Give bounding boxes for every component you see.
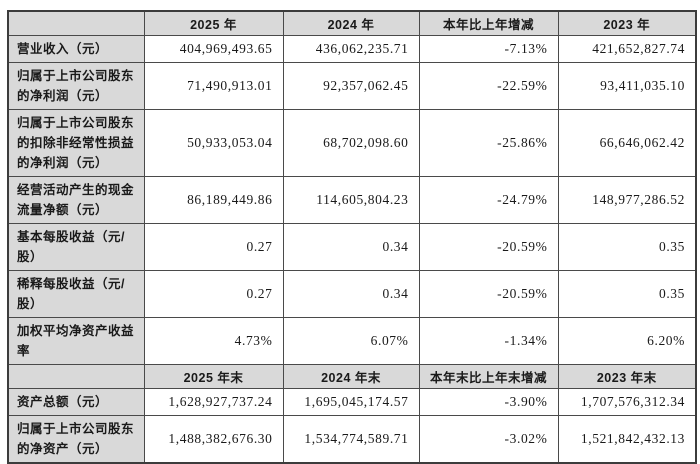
cell-2023: 421,652,827.74 bbox=[557, 35, 697, 63]
cell-2024: 68,702,098.60 bbox=[282, 109, 420, 177]
table-row-basic-eps: 基本每股收益（元/股） 0.27 0.34 -20.59% 0.35 bbox=[7, 223, 697, 271]
row-label: 基本每股收益（元/股） bbox=[7, 223, 145, 271]
annual-header-change: 本年比上年增减 bbox=[418, 10, 559, 36]
financial-summary-table: 2025 年 2024 年 本年比上年增减 2023 年 营业收入（元） 404… bbox=[7, 10, 697, 464]
cell-change: -20.59% bbox=[418, 270, 559, 318]
cell-2023: 0.35 bbox=[557, 223, 697, 271]
cell-change: -3.90% bbox=[418, 388, 559, 416]
row-label: 营业收入（元） bbox=[7, 35, 145, 63]
table-row-weighted-avg-roe: 加权平均净资产收益率 4.73% 6.07% -1.34% 6.20% bbox=[7, 317, 697, 365]
period-end-header-2023: 2023 年末 bbox=[557, 364, 697, 389]
cell-2023: 148,977,286.52 bbox=[557, 176, 697, 224]
cell-2024: 0.34 bbox=[282, 223, 420, 271]
table-row-diluted-eps: 稀释每股收益（元/股） 0.27 0.34 -20.59% 0.35 bbox=[7, 270, 697, 318]
cell-2023: 0.35 bbox=[557, 270, 697, 318]
cell-2025: 4.73% bbox=[143, 317, 284, 365]
cell-2024: 92,357,062.45 bbox=[282, 62, 420, 110]
table-row-net-profit-deducted: 归属于上市公司股东的扣除非经常性损益的净利润（元） 50,933,053.04 … bbox=[7, 109, 697, 177]
cell-2025: 404,969,493.65 bbox=[143, 35, 284, 63]
cell-2024: 0.34 bbox=[282, 270, 420, 318]
cell-2025: 71,490,913.01 bbox=[143, 62, 284, 110]
row-label: 经营活动产生的现金流量净额（元） bbox=[7, 176, 145, 224]
cell-change: -24.79% bbox=[418, 176, 559, 224]
cell-change: -3.02% bbox=[418, 415, 559, 464]
annual-header-2024: 2024 年 bbox=[282, 10, 420, 36]
cell-2023: 93,411,035.10 bbox=[557, 62, 697, 110]
annual-header-blank bbox=[7, 10, 145, 36]
cell-change: -1.34% bbox=[418, 317, 559, 365]
cell-2024: 436,062,235.71 bbox=[282, 35, 420, 63]
row-label: 资产总额（元） bbox=[7, 388, 145, 416]
cell-2025: 1,628,927,737.24 bbox=[143, 388, 284, 416]
cell-2023: 66,646,062.42 bbox=[557, 109, 697, 177]
cell-2023: 1,707,576,312.34 bbox=[557, 388, 697, 416]
row-label: 归属于上市公司股东的净资产（元） bbox=[7, 415, 145, 464]
annual-header-2025: 2025 年 bbox=[143, 10, 284, 36]
period-end-header-row: 2025 年末 2024 年末 本年末比上年末增减 2023 年末 bbox=[7, 364, 697, 389]
row-label: 归属于上市公司股东的净利润（元） bbox=[7, 62, 145, 110]
cell-2024: 1,695,045,174.57 bbox=[282, 388, 420, 416]
period-end-header-change: 本年末比上年末增减 bbox=[418, 364, 559, 389]
row-label: 加权平均净资产收益率 bbox=[7, 317, 145, 365]
cell-2025: 0.27 bbox=[143, 270, 284, 318]
cell-2025: 86,189,449.86 bbox=[143, 176, 284, 224]
cell-2023: 1,521,842,432.13 bbox=[557, 415, 697, 464]
cell-2025: 1,488,382,676.30 bbox=[143, 415, 284, 464]
table-row-net-profit: 归属于上市公司股东的净利润（元） 71,490,913.01 92,357,06… bbox=[7, 62, 697, 110]
annual-header-row: 2025 年 2024 年 本年比上年增减 2023 年 bbox=[7, 10, 697, 36]
period-end-header-2024: 2024 年末 bbox=[282, 364, 420, 389]
cell-2024: 114,605,804.23 bbox=[282, 176, 420, 224]
cell-2023: 6.20% bbox=[557, 317, 697, 365]
cell-change: -25.86% bbox=[418, 109, 559, 177]
cell-change: -20.59% bbox=[418, 223, 559, 271]
cell-2024: 1,534,774,589.71 bbox=[282, 415, 420, 464]
cell-2025: 50,933,053.04 bbox=[143, 109, 284, 177]
row-label: 稀释每股收益（元/股） bbox=[7, 270, 145, 318]
cell-2024: 6.07% bbox=[282, 317, 420, 365]
row-label: 归属于上市公司股东的扣除非经常性损益的净利润（元） bbox=[7, 109, 145, 177]
period-end-header-2025: 2025 年末 bbox=[143, 364, 284, 389]
period-end-header-blank bbox=[7, 364, 145, 389]
cell-2025: 0.27 bbox=[143, 223, 284, 271]
table-row-operating-cash-flow: 经营活动产生的现金流量净额（元） 86,189,449.86 114,605,8… bbox=[7, 176, 697, 224]
key-accounting-data-table: 2025 年 2024 年 本年比上年增减 2023 年 营业收入（元） 404… bbox=[7, 10, 697, 464]
annual-header-2023: 2023 年 bbox=[557, 10, 697, 36]
table-row-total-assets: 资产总额（元） 1,628,927,737.24 1,695,045,174.5… bbox=[7, 388, 697, 416]
table-row-net-assets: 归属于上市公司股东的净资产（元） 1,488,382,676.30 1,534,… bbox=[7, 415, 697, 464]
cell-change: -7.13% bbox=[418, 35, 559, 63]
table-row-revenue: 营业收入（元） 404,969,493.65 436,062,235.71 -7… bbox=[7, 35, 697, 63]
cell-change: -22.59% bbox=[418, 62, 559, 110]
